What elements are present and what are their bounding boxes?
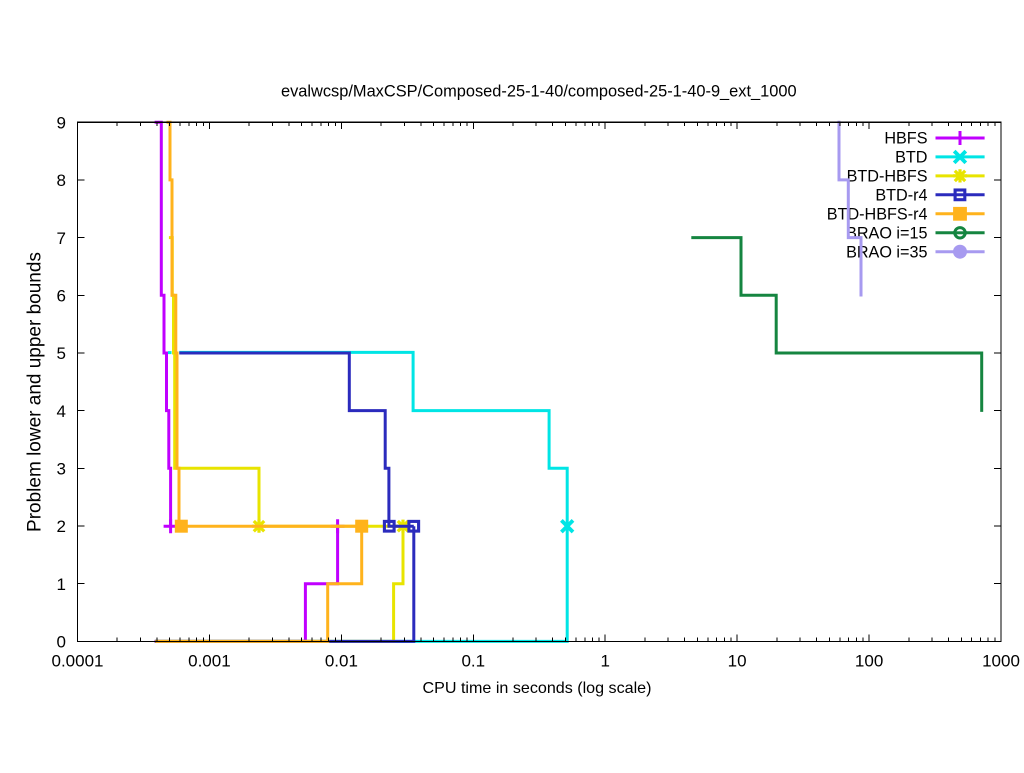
svg-text:100: 100 — [855, 651, 883, 670]
svg-text:BTD: BTD — [895, 149, 927, 167]
svg-text:1: 1 — [57, 575, 66, 594]
svg-text:BTD-HBFS-r4: BTD-HBFS-r4 — [827, 206, 928, 224]
svg-text:6: 6 — [57, 287, 66, 306]
svg-text:BRAO i=15: BRAO i=15 — [846, 224, 927, 242]
svg-text:BTD-r4: BTD-r4 — [875, 187, 927, 205]
svg-text:3: 3 — [57, 460, 66, 479]
svg-text:7: 7 — [57, 229, 66, 248]
svg-text:Problem lower and upper bounds: Problem lower and upper bounds — [25, 252, 46, 532]
svg-text:2: 2 — [57, 517, 66, 536]
svg-text:8: 8 — [57, 171, 66, 190]
svg-text:HBFS: HBFS — [884, 130, 927, 148]
svg-text:1: 1 — [600, 651, 609, 670]
svg-text:1000: 1000 — [982, 651, 1020, 670]
svg-text:BRAO i=35: BRAO i=35 — [846, 243, 927, 261]
svg-text:9: 9 — [57, 113, 66, 132]
svg-text:0.1: 0.1 — [461, 651, 485, 670]
svg-text:4: 4 — [57, 402, 66, 421]
svg-text:evalwcsp/MaxCSP/Composed-25-1-: evalwcsp/MaxCSP/Composed-25-1-40/compose… — [281, 83, 797, 101]
svg-text:0.001: 0.001 — [188, 651, 231, 670]
svg-text:0: 0 — [57, 633, 66, 652]
svg-text:5: 5 — [57, 344, 66, 363]
svg-text:10: 10 — [728, 651, 747, 670]
svg-text:0.0001: 0.0001 — [52, 651, 104, 670]
svg-text:0.01: 0.01 — [325, 651, 358, 670]
svg-text:CPU time in seconds (log scale: CPU time in seconds (log scale) — [423, 679, 652, 697]
svg-text:BTD-HBFS: BTD-HBFS — [847, 168, 928, 186]
